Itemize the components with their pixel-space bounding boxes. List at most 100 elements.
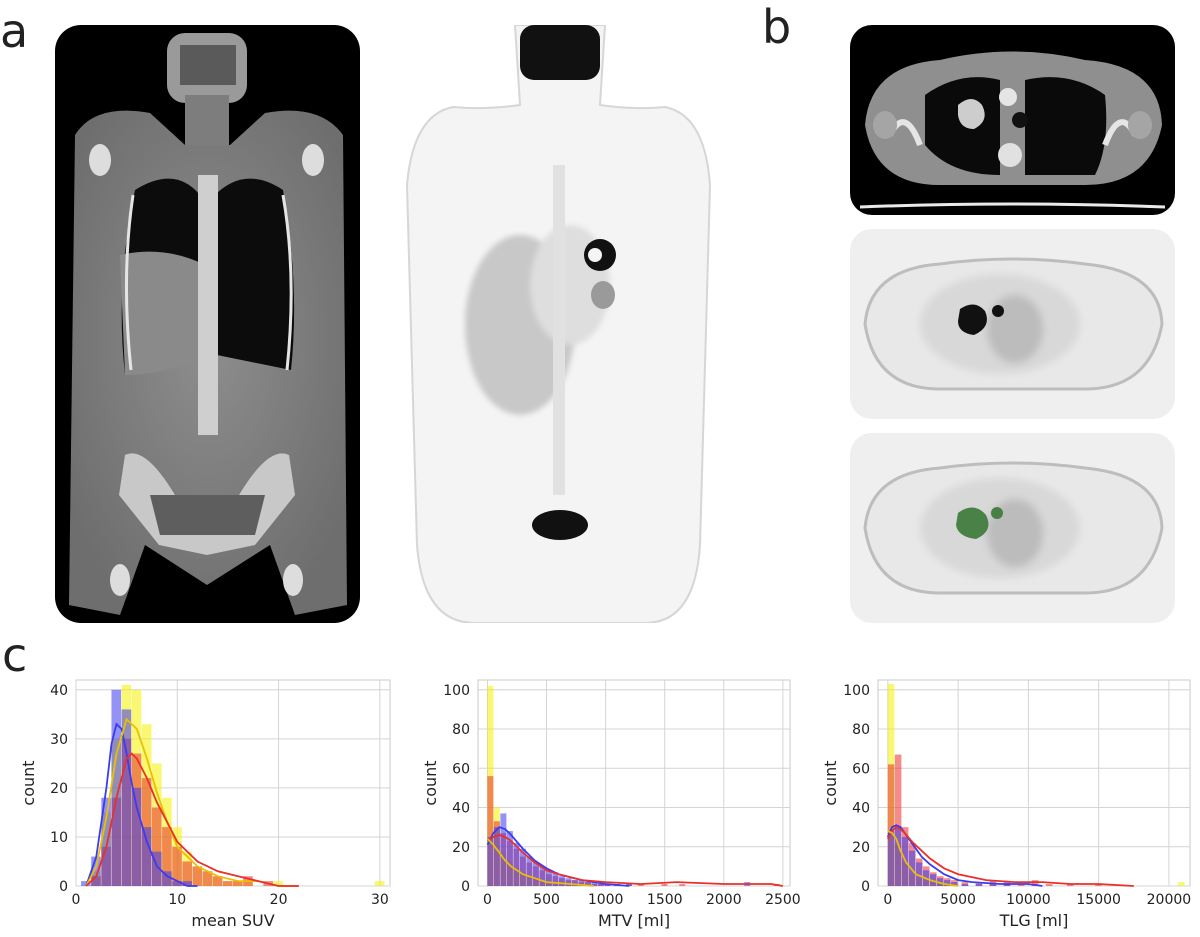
kde-line-red [487,834,784,887]
histogram-bar-red [182,861,192,886]
histogram-bar-blue [626,884,633,886]
histogram-bar-blue [532,862,539,886]
histogram-bar-blue [584,882,591,886]
axial-pet-segmentation-image [850,433,1175,623]
kde-line-blue [886,824,1043,887]
y-tick-label: 20 [50,781,68,797]
kde-line-red [85,752,299,887]
histogram-bar-blue [545,870,552,886]
histogram-bar-yellow [1178,882,1185,886]
histogram-bar-blue [578,880,585,886]
lesion-segmentation-overlay [956,507,989,539]
histogram-bar-blue [513,842,520,886]
histogram-bar-blue [975,884,983,886]
y-tick-label: 10 [50,830,68,846]
y-tick-label: 20 [452,840,470,856]
x-axis-label: MTV [ml] [598,911,670,930]
kde-line-yellow [85,717,299,887]
histogram-bar-blue [121,709,132,886]
x-tick-label: 2500 [765,892,800,908]
y-tick-label: 40 [50,683,68,699]
histogram-bar-red [172,846,182,886]
histogram-mean-suv: 0 10 20 30 0 10 20 30 40 mean SUV count [0,660,400,933]
histogram-bar-yellow [374,881,385,886]
histogram-bar-blue [151,851,162,886]
histogram-bar-yellow [273,881,284,886]
histogram-bar-blue [591,882,598,886]
histogram-tlg: 0 5000 10000 15000 20000 0 20 40 60 80 100 TLG [ml]… [800,660,1200,933]
histogram-bar-blue [915,862,923,886]
histogram-bar-blue [182,881,192,886]
histogram-bar-red [1045,884,1053,886]
histogram-bar-red [233,881,243,886]
histogram-bar-blue [908,850,916,886]
y-tick-label: 80 [452,722,470,738]
axial-pet-image [850,229,1175,419]
histogram-bar-blue [989,884,997,886]
histogram-bar-blue [558,876,565,886]
kde-line-blue [85,722,198,887]
plot-area [877,679,1191,887]
histogram-bar-blue [111,689,122,886]
histogram-bar-red [1031,880,1039,886]
histogram-bar-blue [565,878,572,886]
histogram-bar-red [961,882,969,886]
histogram-bar-blue [487,836,494,886]
histogram-bar-blue [961,884,969,886]
panel-label-a: a [0,4,29,58]
histogram-bar-blue [81,881,91,886]
x-tick-label: 5000 [940,892,976,908]
histogram-bar-blue [500,813,507,886]
kde-line-yellow [887,830,959,887]
plot-area [477,679,791,887]
histogram-mtv: 0 500 1000 1500 2000 2500 0 20 40 60 80 100 MTV [ml]… [400,660,801,933]
histogram-bar-blue [526,856,533,886]
y-axis-label: count [19,760,38,805]
panel-label-b: b [762,0,792,54]
y-tick-label: 40 [852,801,870,817]
histogram-bar-blue [519,848,526,886]
histogram-bar-blue [951,882,958,886]
x-tick-label: 20000 [1147,892,1192,908]
y-axis-label: count [821,760,840,805]
histogram-bar-red [894,754,902,886]
histogram-bar-blue [571,880,578,886]
histogram-bar-red [887,764,895,886]
x-tick-label: 500 [533,892,560,908]
histogram-bar-red [202,871,213,886]
histogram-bar-blue [1003,884,1011,886]
histogram-bar-red [1067,884,1074,886]
histogram-bar-blue [172,881,182,886]
histogram-bar-blue [131,787,142,886]
axial-ct-image [850,25,1175,215]
x-tick-label: 30 [371,892,389,908]
histogram-bar-blue [552,872,559,886]
histogram-bar-blue [894,827,902,886]
x-tick-label: 0 [883,892,892,908]
x-tick-label: 10 [168,892,186,908]
histogram-bar-blue [944,880,951,886]
y-tick-label: 20 [852,840,870,856]
x-tick-label: 0 [72,892,81,908]
histogram-bar-red [975,882,983,886]
x-tick-label: 15000 [1076,892,1121,908]
y-tick-label: 0 [861,879,870,895]
x-tick-label: 20 [270,892,288,908]
histogram-bar-blue [887,831,895,886]
x-tick-label: 0 [483,892,492,908]
x-axis-label: mean SUV [191,911,274,930]
x-tick-label: 10000 [1006,892,1051,908]
y-tick-label: 40 [452,801,470,817]
histogram-bar-red [679,884,686,886]
kde-line-yellow [486,838,594,887]
y-tick-label: 100 [443,683,470,699]
coronal-ct-image [55,25,360,623]
histogram-bar-blue [539,866,546,886]
y-tick-label: 60 [852,761,870,777]
y-tick-label: 0 [59,879,68,895]
y-tick-label: 100 [843,683,870,699]
histogram-bar-blue [597,884,604,886]
histogram-bar-red [661,884,668,886]
histogram-bar-blue [506,831,513,886]
histogram-bar-blue [493,827,500,886]
